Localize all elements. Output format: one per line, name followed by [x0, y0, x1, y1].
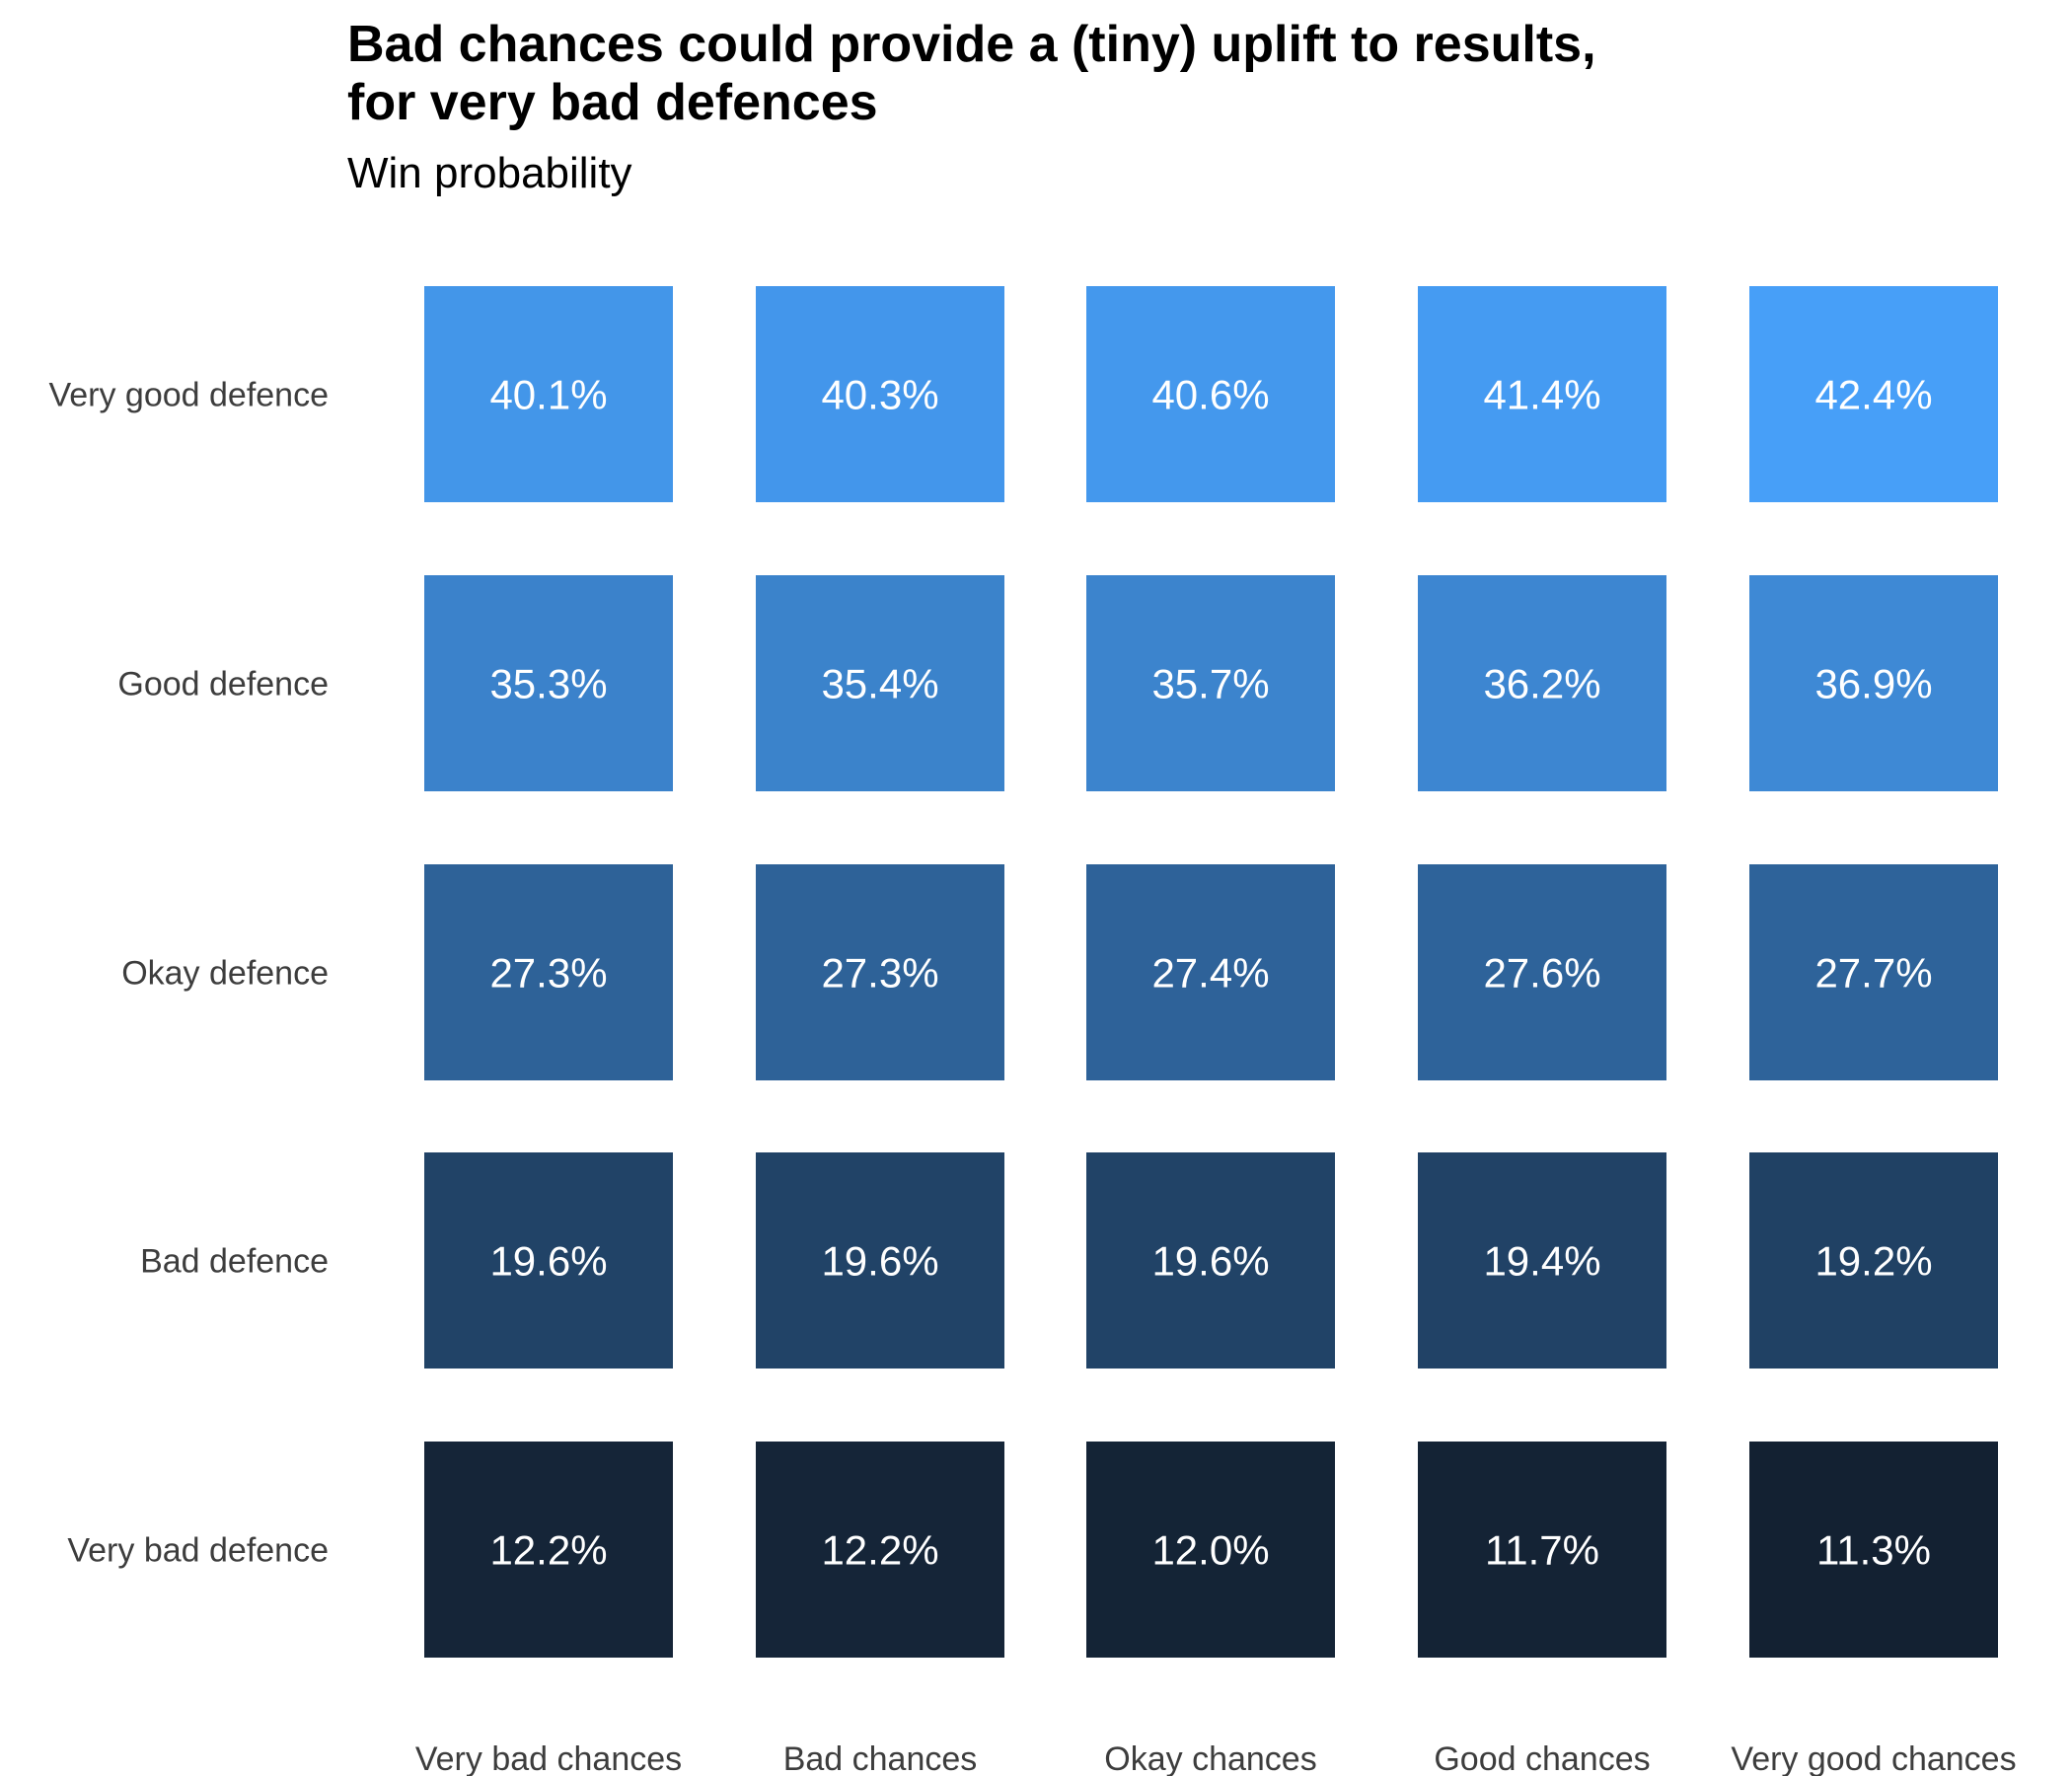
cell-value-label: 42.4% [1814, 372, 1932, 418]
row-labels: Very good defence Good defence Okay defenc… [48, 377, 329, 1570]
heatmap-cell [1086, 286, 1335, 502]
cell-value-label: 12.2% [821, 1527, 938, 1574]
heatmap-cell [424, 1442, 673, 1658]
heatmap-cell [1086, 1442, 1335, 1658]
heatmap-cell [1749, 1152, 1998, 1369]
cell-value-label: 19.2% [1814, 1238, 1932, 1285]
cell-value-label: 36.2% [1483, 661, 1600, 707]
chart-title-line-1: Bad chances could provide a (tiny) uplif… [347, 16, 1596, 73]
row-label: Good defence [117, 666, 329, 703]
row-label: Okay defence [121, 955, 329, 993]
heatmap-cell [1086, 1152, 1335, 1369]
heatmap-cell [1418, 1442, 1666, 1658]
column-label: Very bad chances [415, 1740, 682, 1776]
cell-value-label: 27.4% [1151, 950, 1269, 997]
heatmap-cell [1418, 1152, 1666, 1369]
cell-value-label: 19.6% [1151, 1238, 1269, 1285]
heatmap-cell [756, 575, 1004, 791]
chart-title-line-2: for very bad defences [347, 74, 878, 131]
row-label: Very good defence [48, 377, 329, 414]
cell-value-label: 41.4% [1483, 372, 1600, 418]
heatmap-cell [756, 1152, 1004, 1369]
cell-value-label: 11.7% [1485, 1527, 1599, 1574]
heatmap-cells: 40.1% 40.3% 40.6% 41.4% 42.4% 35.3% 35.4% 35.7%… [424, 286, 1998, 1658]
heatmap-cell [424, 864, 673, 1080]
cell-value-label: 35.4% [821, 661, 938, 707]
heatmap-cell [1418, 286, 1666, 502]
column-label: Good chances [1434, 1740, 1650, 1776]
row-label: Bad defence [140, 1243, 329, 1281]
cell-value-label: 12.0% [1151, 1527, 1269, 1574]
chart-subtitle: Win probability [347, 149, 632, 197]
heatmap-cell [756, 286, 1004, 502]
cell-value-label: 40.1% [489, 372, 607, 418]
heatmap-cell [1086, 864, 1335, 1080]
heatmap-cell [424, 575, 673, 791]
column-labels: Very bad chances Bad chances Okay chances G… [415, 1740, 2017, 1776]
cell-value-label: 27.7% [1814, 950, 1932, 997]
cell-value-label: 19.4% [1483, 1238, 1600, 1285]
heatmap-cell [424, 1152, 673, 1369]
cell-value-label: 36.9% [1814, 661, 1932, 707]
cell-value-label: 40.6% [1151, 372, 1269, 418]
column-label: Very good chances [1731, 1740, 2016, 1776]
heatmap-cell [1418, 575, 1666, 791]
heatmap-cell [424, 286, 673, 502]
cell-value-label: 40.3% [821, 372, 938, 418]
column-label: Bad chances [783, 1740, 978, 1776]
cell-value-label: 27.3% [489, 950, 607, 997]
heatmap-cell [1086, 575, 1335, 791]
heatmap-cell [1749, 575, 1998, 791]
cell-value-label: 27.3% [821, 950, 938, 997]
cell-value-label: 35.7% [1151, 661, 1269, 707]
heatmap-cell [756, 1442, 1004, 1658]
cell-value-label: 19.6% [821, 1238, 938, 1285]
heatmap-cell [1418, 864, 1666, 1080]
cell-value-label: 12.2% [489, 1527, 607, 1574]
cell-value-label: 19.6% [489, 1238, 607, 1285]
column-label: Okay chances [1104, 1740, 1316, 1776]
cell-value-label: 35.3% [489, 661, 607, 707]
heatmap-cell [1749, 286, 1998, 502]
heatmap-cell [756, 864, 1004, 1080]
heatmap-cell [1749, 1442, 1998, 1658]
cell-value-label: 27.6% [1483, 950, 1600, 997]
heatmap-cell [1749, 864, 1998, 1080]
cell-value-label: 11.3% [1816, 1527, 1931, 1574]
row-label: Very bad defence [67, 1532, 329, 1570]
